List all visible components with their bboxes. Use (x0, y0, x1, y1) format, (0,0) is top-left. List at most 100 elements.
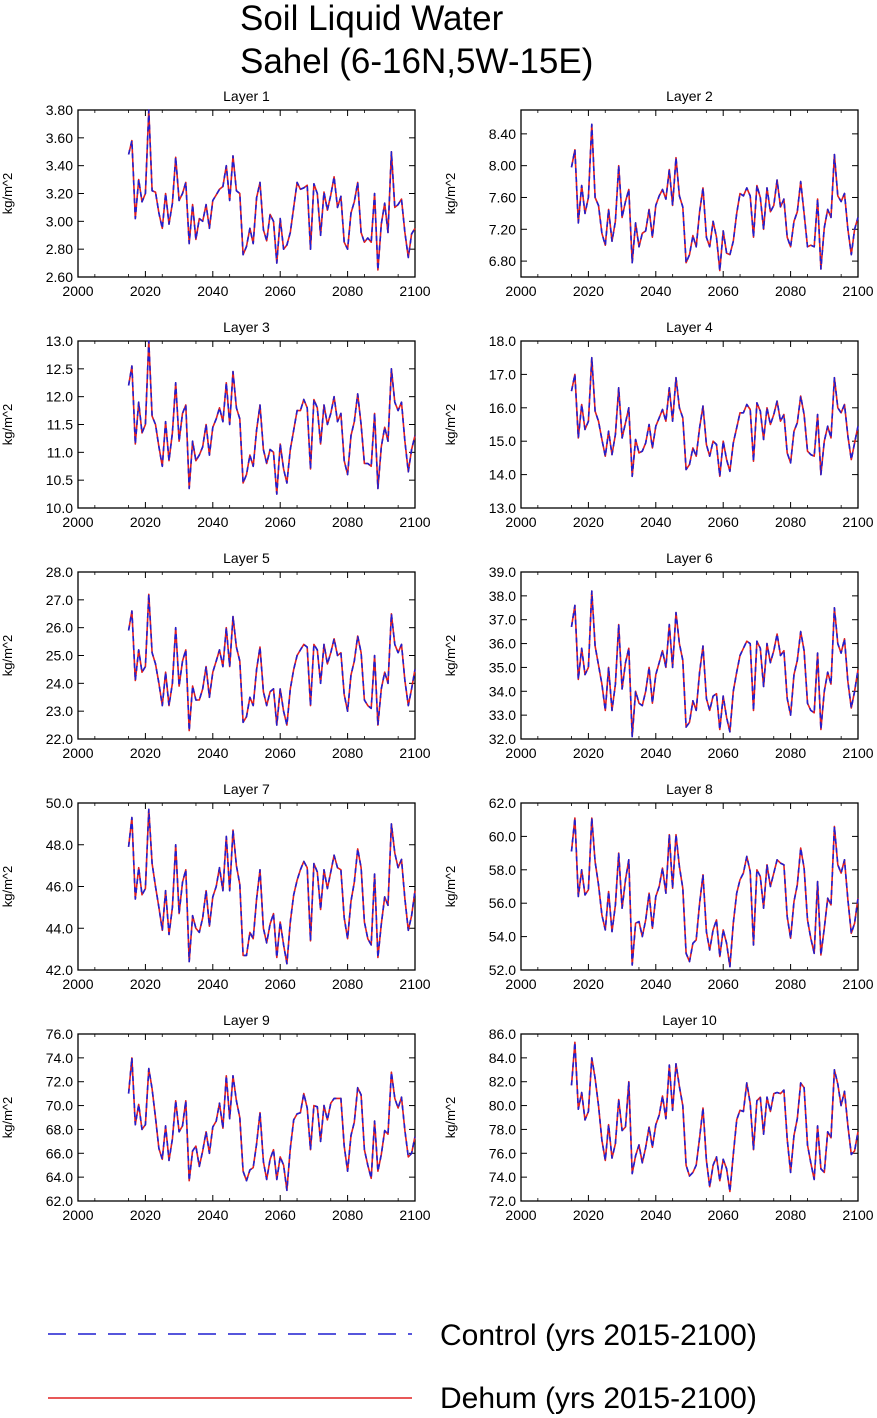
x-tick-label: 2040 (197, 976, 228, 992)
y-tick-label: 16.0 (489, 400, 516, 416)
y-tick-label: 27.0 (46, 592, 73, 608)
chart-panel-layer-2: Layer 2 2000 2020 2040 2060 2080 2100 6.80 7.20 7… (443, 88, 874, 299)
series-line-control (127, 808, 416, 965)
y-tick-label: 48.0 (46, 837, 73, 853)
y-tick-label: 13.0 (489, 500, 516, 516)
x-tick-label: 2060 (265, 1207, 296, 1223)
y-tick-label: 62.0 (46, 1193, 73, 1209)
x-tick-label: 2060 (708, 745, 739, 761)
x-tick-label: 2000 (505, 745, 536, 761)
y-tick-label: 23.0 (46, 703, 73, 719)
y-tick-label: 82.0 (489, 1074, 516, 1090)
y-tick-label: 54.0 (489, 929, 516, 945)
plot-frame (520, 340, 859, 509)
chart-panel-layer-1: Layer 1 2000 2020 2040 2060 2080 2100 2.60 2.80 3… (0, 88, 431, 299)
panel-title: Layer 6 (666, 550, 713, 566)
plot-frame (520, 1033, 859, 1202)
chart-panel-layer-3: Layer 3 2000 2020 2040 2060 2080 2100 10.0 10.5 1… (0, 319, 431, 530)
x-tick-label: 2000 (505, 514, 536, 530)
chart-panel-layer-9: Layer 9 2000 2020 2040 2060 2080 2100 62.0 64.0 6… (0, 1012, 431, 1223)
x-tick-label: 2040 (197, 283, 228, 299)
y-tick-label: 2.60 (46, 269, 73, 285)
y-tick-label: 6.80 (489, 253, 516, 269)
y-tick-label: 26.0 (46, 620, 73, 636)
x-tick-label: 2020 (130, 514, 161, 530)
chart-panel-layer-10: Layer 10 2000 2020 2040 2060 2080 2100 72.0 74.0… (443, 1012, 874, 1223)
legend-dehum-label: Dehum (yrs 2015-2100) (440, 1382, 757, 1415)
panel-title: Layer 1 (223, 88, 270, 104)
x-tick-label: 2080 (332, 745, 363, 761)
x-tick-label: 2100 (399, 1207, 430, 1223)
y-tick-label: 44.0 (46, 920, 73, 936)
series-line-dehum (127, 593, 416, 732)
legend-control-label: Control (yrs 2015-2100) (440, 1319, 757, 1352)
y-axis-label: kg/m^2 (443, 866, 458, 908)
y-tick-label: 38.0 (489, 588, 516, 604)
y-tick-label: 76.0 (46, 1026, 73, 1042)
series-line-control (127, 1057, 416, 1192)
y-tick-label: 46.0 (46, 879, 73, 895)
chart-panel-layer-5: Layer 5 2000 2020 2040 2060 2080 2100 22.0 23.0 2… (0, 550, 431, 761)
y-axis-label: kg/m^2 (0, 635, 15, 677)
series-line-dehum (127, 109, 416, 271)
x-tick-label: 2080 (775, 283, 806, 299)
x-tick-label: 2040 (197, 1207, 228, 1223)
x-tick-label: 2060 (708, 1207, 739, 1223)
x-tick-label: 2040 (640, 514, 671, 530)
y-tick-label: 36.0 (489, 636, 516, 652)
y-tick-label: 17.0 (489, 366, 516, 382)
x-tick-label: 2100 (842, 976, 873, 992)
y-tick-label: 50.0 (46, 795, 73, 811)
chart-panel-layer-6: Layer 6 2000 2020 2040 2060 2080 2100 32.0 33.0 3… (443, 550, 874, 761)
y-tick-label: 66.0 (46, 1145, 73, 1161)
y-tick-label: 3.40 (46, 158, 73, 174)
y-tick-label: 3.00 (46, 213, 73, 229)
x-tick-label: 2080 (775, 745, 806, 761)
x-tick-label: 2040 (197, 745, 228, 761)
y-tick-label: 78.0 (489, 1121, 516, 1137)
y-tick-label: 76.0 (489, 1145, 516, 1161)
x-tick-label: 2060 (265, 514, 296, 530)
y-axis-label: kg/m^2 (443, 173, 458, 215)
y-axis-label: kg/m^2 (443, 635, 458, 677)
x-tick-label: 2080 (332, 514, 363, 530)
series-line-dehum (570, 123, 859, 272)
y-tick-label: 72.0 (46, 1074, 73, 1090)
y-tick-label: 37.0 (489, 612, 516, 628)
x-tick-label: 2060 (265, 283, 296, 299)
x-tick-label: 2080 (775, 976, 806, 992)
x-tick-label: 2100 (842, 514, 873, 530)
y-tick-label: 60.0 (489, 828, 516, 844)
chart-panel-layer-7: Layer 7 2000 2020 2040 2060 2080 2100 42.0 44.0 4… (0, 781, 431, 992)
y-tick-label: 13.0 (46, 333, 73, 349)
series-line-control (127, 109, 416, 271)
x-tick-label: 2020 (573, 1207, 604, 1223)
y-tick-label: 70.0 (46, 1098, 73, 1114)
x-tick-label: 2040 (640, 1207, 671, 1223)
y-tick-label: 10.0 (46, 500, 73, 516)
y-tick-label: 84.0 (489, 1050, 516, 1066)
y-tick-label: 3.60 (46, 130, 73, 146)
y-tick-label: 15.0 (489, 433, 516, 449)
series-line-control (570, 356, 859, 478)
chart-panel-layer-4: Layer 4 2000 2020 2040 2060 2080 2100 13.0 14.0 1… (443, 319, 874, 530)
plot-frame (520, 802, 859, 971)
plot-frame (77, 802, 416, 971)
y-axis-label: kg/m^2 (443, 1097, 458, 1139)
y-tick-label: 28.0 (46, 564, 73, 580)
series-line-control (570, 590, 859, 738)
x-tick-label: 2100 (399, 745, 430, 761)
x-tick-label: 2080 (332, 976, 363, 992)
y-tick-label: 24.0 (46, 675, 73, 691)
y-tick-label: 42.0 (46, 962, 73, 978)
x-tick-label: 2060 (708, 283, 739, 299)
y-axis-label: kg/m^2 (0, 173, 15, 215)
x-tick-label: 2020 (573, 514, 604, 530)
plot-frame (520, 571, 859, 740)
y-tick-label: 8.00 (489, 158, 516, 174)
series-line-control (570, 817, 859, 968)
legend: Control (yrs 2015-2100) Dehum (yrs 2015-… (48, 1319, 757, 1415)
panel-title: Layer 7 (223, 781, 270, 797)
panel-title: Layer 4 (666, 319, 713, 335)
x-tick-label: 2040 (640, 283, 671, 299)
